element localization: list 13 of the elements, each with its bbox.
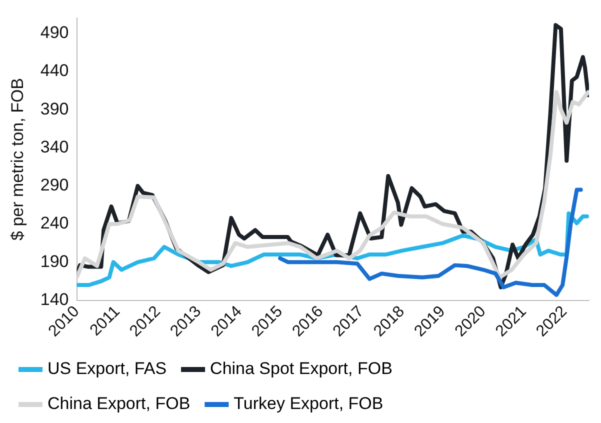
y-axis-title: $ per metric ton, FOB xyxy=(8,78,27,240)
legend-label: US Export, FAS xyxy=(48,359,167,378)
legend-label: China Spot Export, FOB xyxy=(210,359,392,378)
legend-label: Turkey Export, FOB xyxy=(234,394,384,414)
y-tick-label: 290 xyxy=(40,176,69,195)
legend-label: China Export, FOB xyxy=(48,394,190,414)
y-tick-label: 140 xyxy=(40,290,69,309)
y-tick-label: 390 xyxy=(40,99,69,118)
y-tick-label: 340 xyxy=(40,137,69,156)
y-tick-label: 190 xyxy=(40,252,69,271)
y-tick-label: 440 xyxy=(40,61,69,80)
y-tick-label: 240 xyxy=(40,214,69,233)
y-tick-label: 490 xyxy=(40,23,69,42)
